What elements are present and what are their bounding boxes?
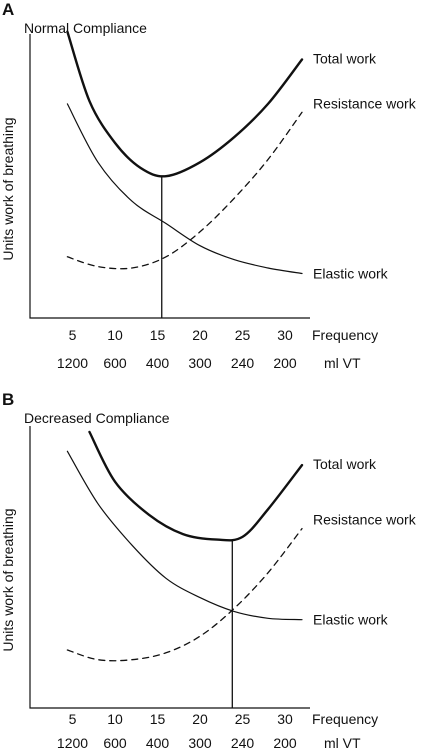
panel-a-x-axis-label: Frequency: [312, 327, 378, 343]
panel-b-secondary-tick-0: 1200: [57, 735, 88, 750]
panel-b-title: Decreased Compliance: [24, 410, 170, 426]
panel-b-label-total-work: Total work: [313, 456, 377, 472]
panel-b-x-tick-1: 10: [107, 711, 123, 727]
panel-b-x-axis-label: Frequency: [312, 711, 378, 727]
panel-b-x-tick-0: 5: [69, 711, 77, 727]
panel-a-x-tick-2: 15: [150, 327, 166, 343]
panel-a-secondary-tick-4: 240: [231, 355, 255, 371]
panel-b-secondary-tick-1: 600: [103, 735, 127, 750]
panel-b-x-tick-5: 30: [277, 711, 293, 727]
panel-a-secondary-tick-1: 600: [103, 355, 127, 371]
panel-a-label-resistance-work: Resistance work: [313, 95, 417, 111]
panel-a-label-elastic-work: Elastic work: [313, 266, 389, 282]
panel-a-series-total-work: [66, 30, 304, 178]
panel-b-label-elastic-work: Elastic work: [313, 612, 389, 628]
panel-a-letter: A: [2, 0, 14, 19]
panel-a-secondary-tick-5: 200: [273, 355, 297, 371]
panel-b-ylabel: Units work of breathing: [0, 508, 16, 651]
panel-b-secondary-axis-label: ml VT: [324, 735, 361, 750]
panel-a-x-tick-0: 5: [69, 327, 77, 343]
panel-b-secondary-tick-4: 240: [231, 735, 255, 750]
panel-b-x-tick-3: 20: [192, 711, 208, 727]
panel-b-x-tick-2: 15: [150, 711, 166, 727]
panel-b-series-total-work: [88, 430, 304, 542]
panel-b-series-elastic-work: [66, 450, 303, 621]
panel-a-title: Normal Compliance: [24, 20, 147, 36]
panel-a-x-tick-3: 20: [192, 327, 208, 343]
panel-a-secondary-tick-2: 400: [146, 355, 170, 371]
panel-b-label-resistance-work: Resistance work: [313, 512, 417, 528]
panel-a-label-total-work: Total work: [313, 50, 377, 66]
panel-a-series-resistance-work: [66, 111, 303, 270]
panel-a-secondary-tick-0: 1200: [57, 355, 88, 371]
panel-a-series-elastic-work: [66, 103, 303, 275]
panel-b-secondary-tick-2: 400: [146, 735, 170, 750]
panel-b-x-tick-4: 25: [235, 711, 251, 727]
panel-a-x-tick-1: 10: [107, 327, 123, 343]
panel-a-x-tick-4: 25: [235, 327, 251, 343]
panel-a-ylabel: Units work of breathing: [0, 117, 16, 260]
panel-a-secondary-tick-3: 300: [188, 355, 212, 371]
panel-a-secondary-axis-label: ml VT: [324, 355, 361, 371]
panel-b-secondary-tick-3: 300: [188, 735, 212, 750]
panel-a-axes: [29, 34, 310, 319]
panel-b-secondary-tick-5: 200: [273, 735, 297, 750]
panel-b-axes: [29, 426, 310, 709]
panel-b-letter: B: [2, 390, 14, 409]
panel-b-series-resistance-work: [66, 527, 303, 662]
panel-a-x-tick-5: 30: [277, 327, 293, 343]
